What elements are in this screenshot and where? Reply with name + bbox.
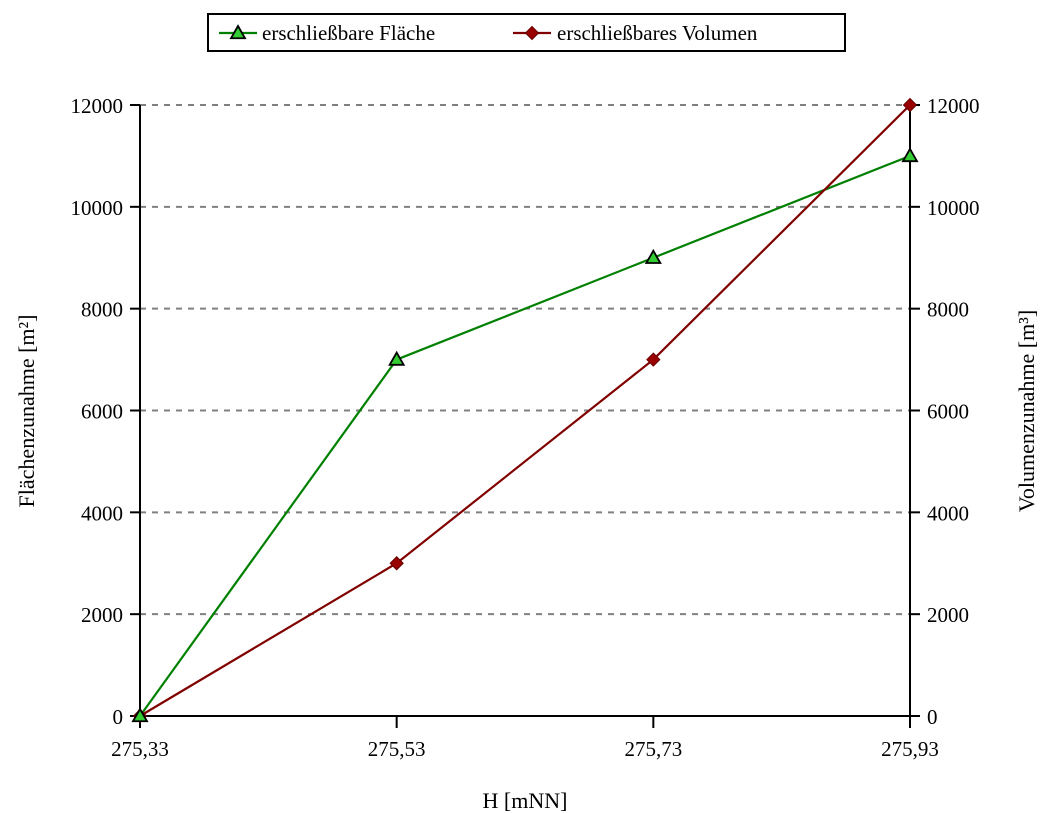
legend-label-2: erschließbares Volumen: [557, 21, 758, 45]
y-tick-label-left: 10000: [71, 196, 124, 220]
data-point-series-2: [646, 352, 661, 367]
series-line-2: [139, 104, 911, 717]
data-point-series-1: [388, 350, 406, 366]
x-axis-title: H [mNN]: [483, 788, 568, 813]
tick-labels: 0 0 2000 2000 4000 4000 6000 6000 8000 8000 10000 1…: [71, 94, 980, 761]
x-tick-label: 275,73: [624, 737, 682, 761]
data-point-series-1: [644, 248, 662, 264]
y-tick-label-left: 2000: [81, 603, 123, 627]
x-tick-label: 275,33: [111, 737, 169, 761]
y-axis-title-left: Flächenzunahme [m²]: [14, 315, 39, 508]
y-axis-title-right: Volumenzunahme [m³]: [1014, 310, 1039, 512]
y-tick-label-left: 12000: [71, 94, 124, 118]
y-tick-label-right: 10000: [927, 196, 980, 220]
x-tick-label: 275,93: [881, 737, 939, 761]
y-tick-label-right: 8000: [927, 298, 969, 322]
axes: [130, 104, 920, 728]
legend-marker-2: [524, 25, 540, 41]
y-tick-label-right: 4000: [927, 501, 969, 525]
y-tick-label-left: 0: [113, 705, 124, 729]
data-point-series-2: [902, 97, 918, 113]
data-point-series-2: [389, 556, 404, 571]
legend: erschließbare Fläche erschließbares Volum…: [207, 13, 846, 52]
y-tick-label-left: 8000: [81, 298, 123, 322]
data-point-series-1: [131, 707, 149, 723]
y-tick-label-right: 6000: [927, 400, 969, 424]
y-tick-label-left: 6000: [81, 400, 123, 424]
x-tick-label: 275,53: [368, 737, 426, 761]
gridlines: [140, 104, 910, 616]
data-point-series-1: [901, 147, 919, 163]
y-tick-label-right: 12000: [927, 94, 980, 118]
y-tick-label-right: 2000: [927, 603, 969, 627]
series-line-1: [139, 154, 911, 717]
y-tick-label-right: 0: [927, 705, 938, 729]
legend-marker-1: [229, 24, 247, 40]
legend-label-1: erschließbare Fläche: [262, 21, 435, 45]
series-layer: [131, 97, 919, 724]
y-tick-label-left: 4000: [81, 501, 123, 525]
